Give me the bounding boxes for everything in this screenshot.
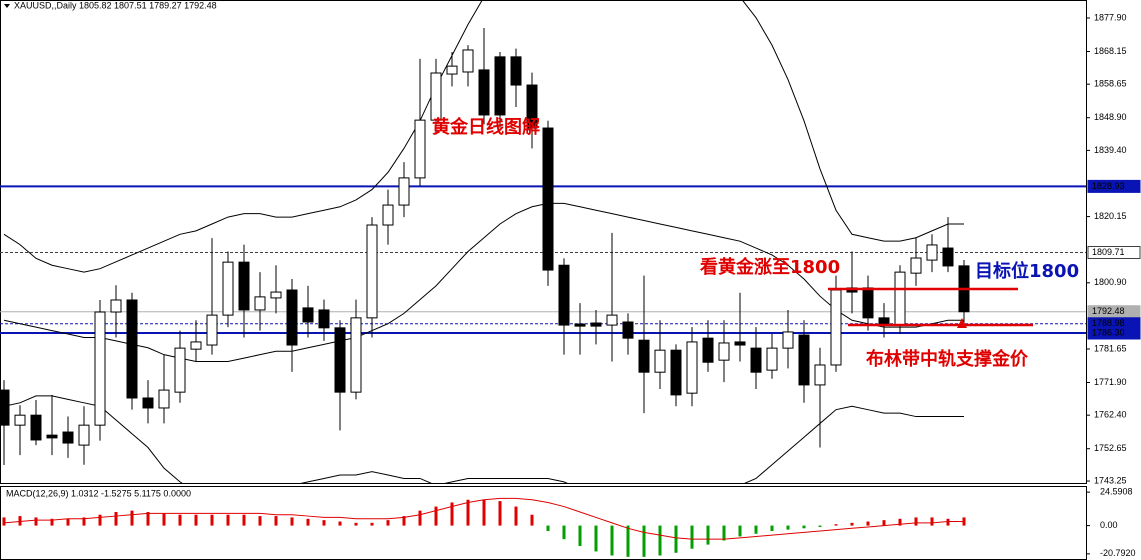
candle-body: [126, 299, 138, 399]
candle-body: [142, 397, 154, 409]
price-label: 1788.98: [1092, 318, 1125, 328]
candle-body: [270, 291, 282, 299]
price-label-box: [1087, 326, 1141, 340]
price-label: 1792.48: [1092, 306, 1125, 316]
candle-body: [574, 323, 586, 327]
candle-body: [590, 322, 602, 327]
bollinger-upper: [3, 0, 964, 273]
candle-body: [542, 127, 554, 271]
candle-body: [702, 337, 714, 363]
y-tick-label: 1877.90: [1094, 12, 1127, 22]
candle-body: [46, 434, 58, 439]
menu-icon: [4, 4, 10, 8]
y-tick-label: 1839.40: [1094, 145, 1127, 155]
candle-body: [334, 327, 346, 393]
y-tick-label: 24.5908: [1100, 487, 1133, 497]
candle-body: [286, 289, 298, 346]
candle-body: [894, 271, 906, 326]
y-tick-label: 1743.25: [1094, 475, 1127, 485]
candle-body: [686, 341, 698, 394]
candle-body: [526, 84, 538, 129]
price-label-box: [1087, 179, 1141, 193]
candle-body: [638, 339, 650, 373]
macd-header: MACD(12,26,9) 1.0312 -1.5275 5.1175 0.00…: [6, 488, 191, 498]
candle-body: [366, 224, 378, 319]
candle-body: [398, 177, 410, 206]
candle-body: [430, 72, 442, 121]
y-tick-label: 1781.65: [1094, 343, 1127, 353]
candle-body: [30, 414, 42, 441]
y-tick-label: 1800.90: [1094, 277, 1127, 287]
candle-body: [254, 296, 266, 311]
price-label: 1786.30: [1092, 327, 1125, 337]
candle-body: [910, 257, 922, 274]
candle-body: [14, 414, 26, 426]
candle-body: [350, 317, 362, 393]
candle-body: [766, 347, 778, 371]
candle-body: [62, 431, 74, 444]
candle-body: [462, 49, 474, 73]
candle-body: [606, 314, 618, 326]
bollinger-lower: [3, 395, 964, 483]
y-tick-label: -20.7920: [1100, 548, 1136, 558]
candle-body: [494, 56, 506, 116]
y-tick-label: 1848.90: [1094, 112, 1127, 122]
axis: 1877.90 1868.15 1858.65 1848.90 1839.40 1820.…: [1086, 12, 1141, 558]
candle-body: [830, 289, 842, 366]
candle-body: [670, 349, 682, 396]
candle-body: [222, 261, 234, 316]
candle-body: [382, 204, 394, 226]
candle-body: [190, 341, 202, 350]
candle-body: [750, 347, 762, 373]
y-tick-label: 0.00: [1100, 520, 1118, 530]
candle-body: [414, 119, 426, 179]
macd-signal: [3, 497, 964, 540]
y-tick-label: 1868.15: [1094, 46, 1127, 56]
candle-body: [206, 314, 218, 346]
y-tick-label: 1762.40: [1094, 410, 1127, 420]
candle-body: [0, 389, 10, 426]
candle-body: [238, 261, 250, 311]
candle-body: [654, 349, 666, 373]
price-label: 1809.71: [1092, 247, 1125, 257]
bollinger-middle: [3, 202, 964, 363]
arrow: [957, 318, 967, 328]
candle-body: [622, 321, 634, 339]
candle-body: [558, 264, 570, 326]
candle-body: [110, 299, 122, 313]
candle-body: [510, 56, 522, 86]
y-tick-label: 1858.65: [1094, 79, 1127, 89]
main-frame: [0, 0, 1087, 484]
candle-body: [798, 334, 810, 386]
price-label-box: [1087, 245, 1141, 259]
candle-body: [446, 65, 458, 75]
candle-body: [78, 424, 90, 446]
annotation: 布林带中轨支撑金价: [866, 348, 1029, 370]
candle-body: [318, 309, 330, 329]
candle-body: [942, 247, 954, 267]
annotation: 看黄金涨至1800: [699, 256, 840, 278]
annotation: 目标位1800: [975, 260, 1079, 282]
candle-body: [782, 331, 794, 349]
candle-body: [926, 244, 938, 261]
candle-body: [478, 69, 490, 116]
candle-body: [814, 364, 826, 386]
macd-plot: [2, 497, 966, 557]
main-header: XAUUSD,,Daily 1805.82 1807.51 1789.27 17…: [14, 0, 217, 10]
annotation: 黄金日线图解: [432, 116, 540, 138]
price-label: 1828.93: [1092, 181, 1125, 191]
candle-body: [862, 287, 874, 319]
y-tick-label: 1752.65: [1094, 443, 1127, 453]
candle-body: [718, 342, 730, 361]
candle-body: [158, 389, 170, 409]
y-tick-label: 1771.90: [1094, 377, 1127, 387]
y-tick-label: 1820.15: [1094, 211, 1127, 221]
candle-body: [94, 311, 106, 426]
candle-body: [302, 307, 314, 323]
candle-body: [174, 347, 186, 393]
candle-body: [734, 341, 746, 346]
main-plot: [0, 0, 1086, 483]
